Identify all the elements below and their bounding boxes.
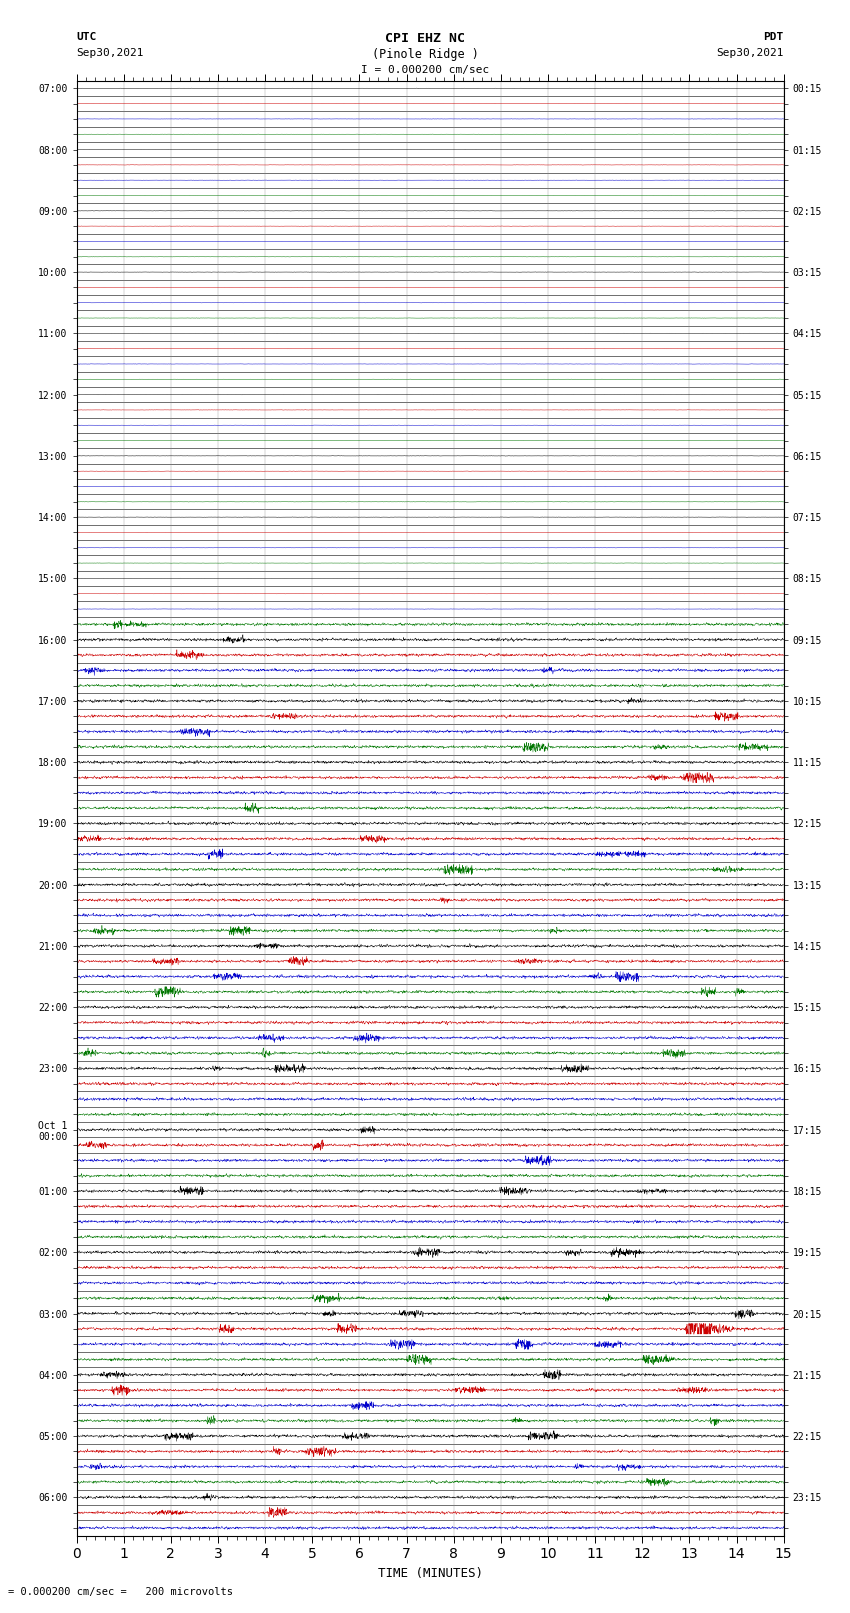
Text: Sep30,2021: Sep30,2021 [717, 48, 784, 58]
Text: UTC: UTC [76, 32, 97, 42]
Text: I = 0.000200 cm/sec: I = 0.000200 cm/sec [361, 65, 489, 74]
Text: (Pinole Ridge ): (Pinole Ridge ) [371, 48, 479, 61]
Text: PDT: PDT [763, 32, 784, 42]
Text: CPI EHZ NC: CPI EHZ NC [385, 32, 465, 45]
Text: = 0.000200 cm/sec =   200 microvolts: = 0.000200 cm/sec = 200 microvolts [8, 1587, 234, 1597]
X-axis label: TIME (MINUTES): TIME (MINUTES) [377, 1566, 483, 1581]
Text: Sep30,2021: Sep30,2021 [76, 48, 144, 58]
